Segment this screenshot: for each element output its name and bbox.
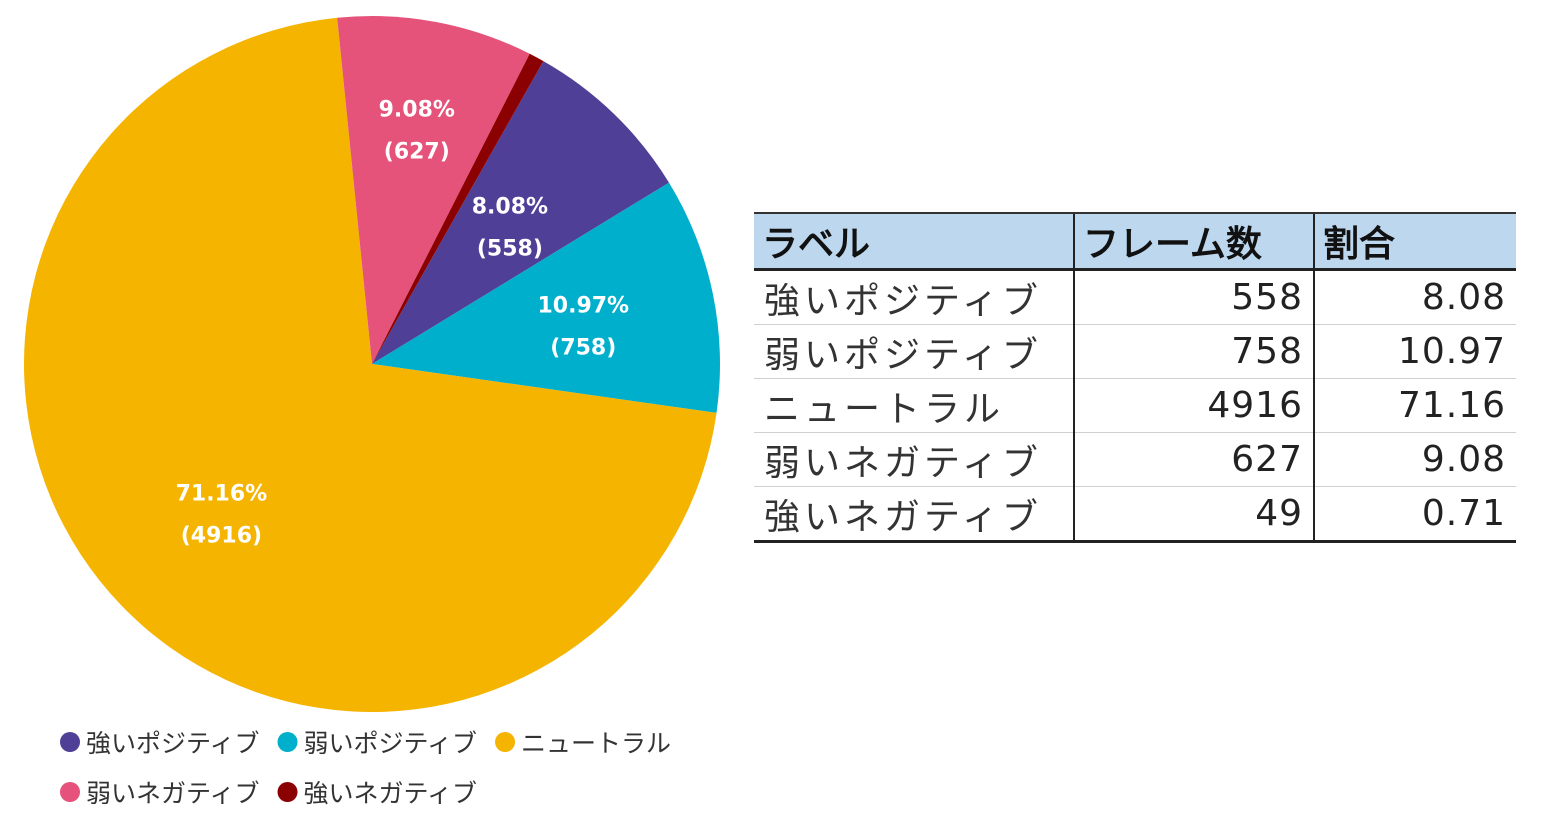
legend-swatch	[277, 782, 298, 802]
data-label-count: (758)	[550, 335, 616, 360]
header-ratio: 割合	[1313, 212, 1516, 271]
legend-swatch	[495, 732, 516, 752]
row-label: 弱いポジティブ	[754, 324, 1074, 379]
pie-slice-weak-positive	[372, 182, 721, 413]
row-label: ニュートラル	[754, 378, 1074, 433]
data-label-count: (627)	[384, 140, 450, 165]
data-table: ラベル フレーム数 割合 強いポジティブ 558 8.08 弱いポジティブ 75…	[754, 212, 1516, 543]
legend-label: 弱いポジティブ	[304, 729, 478, 758]
row-ratio: 71.16	[1313, 378, 1516, 433]
data-label-percent: 8.08%	[472, 194, 548, 219]
row-ratio: 8.08	[1313, 269, 1516, 325]
row-label: 強いネガティブ	[754, 486, 1074, 543]
row-frame-count: 4916	[1073, 378, 1314, 433]
pie-chart-svg: 8.08% (558) 10.97% (758) 71.16% (4916) 9.08% (6…	[24, 16, 721, 808]
legend-label: 弱いネガティブ	[86, 779, 260, 808]
row-label: 強いポジティブ	[754, 269, 1074, 325]
table-row: 強いネガティブ 49 0.71	[754, 486, 1516, 543]
table-row: ニュートラル 4916 71.16	[754, 378, 1516, 433]
row-ratio: 10.97	[1313, 324, 1516, 379]
pie-slice-weak-negative	[337, 16, 530, 364]
row-label: 弱いネガティブ	[754, 432, 1074, 487]
row-frame-count: 758	[1073, 324, 1314, 379]
row-frame-count: 558	[1073, 269, 1314, 325]
data-table-container: ラベル フレーム数 割合 強いポジティブ 558 8.08 弱いポジティブ 75…	[754, 212, 1516, 543]
data-label-percent: 10.97%	[537, 293, 629, 318]
row-frame-count: 49	[1073, 486, 1314, 543]
legend-item-strong-positive: 強いポジティブ	[60, 729, 260, 758]
table-row: 弱いポジティブ 758 10.97	[754, 324, 1516, 379]
pie-slice-neutral	[24, 17, 717, 713]
pie-slice-strong-negative	[372, 53, 544, 364]
table-row: 弱いネガティブ 627 9.08	[754, 432, 1516, 487]
row-ratio: 0.71	[1313, 486, 1516, 543]
legend-label: 強いポジティブ	[86, 729, 260, 758]
data-label-count: (558)	[477, 236, 543, 261]
legend-item-neutral: ニュートラル	[495, 729, 671, 758]
row-ratio: 9.08	[1313, 432, 1516, 487]
data-label-count: (4916)	[181, 524, 262, 549]
pie-chart: 8.08% (558) 10.97% (758) 71.16% (4916) 9.08% (6…	[0, 0, 740, 831]
legend-swatch	[60, 732, 80, 752]
table-row: 強いポジティブ 558 8.08	[754, 269, 1516, 325]
legend-item-weak-positive: 弱いポジティブ	[277, 729, 478, 758]
data-label-percent: 71.16%	[176, 482, 268, 507]
legend-item-weak-negative: 弱いネガティブ	[60, 779, 260, 808]
legend-label: 強いネガティブ	[304, 779, 478, 808]
legend-swatch	[277, 732, 298, 752]
header-frame-count: フレーム数	[1073, 212, 1314, 271]
data-label-percent: 9.08%	[379, 98, 455, 123]
legend-label: ニュートラル	[521, 729, 671, 758]
legend-swatch	[60, 782, 80, 802]
table-header-row: ラベル フレーム数 割合	[754, 212, 1516, 271]
pie-slice-strong-positive	[372, 61, 669, 365]
header-label: ラベル	[754, 212, 1074, 271]
row-frame-count: 627	[1073, 432, 1314, 487]
legend-item-strong-negative: 強いネガティブ	[277, 779, 478, 808]
